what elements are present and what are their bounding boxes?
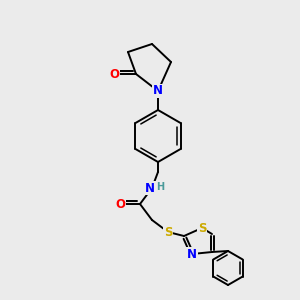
Text: N: N — [145, 182, 155, 194]
Text: S: S — [164, 226, 172, 238]
Text: N: N — [153, 85, 163, 98]
Text: O: O — [115, 197, 125, 211]
Text: H: H — [156, 182, 164, 192]
Text: S: S — [198, 221, 206, 235]
Text: N: N — [187, 248, 197, 260]
Text: O: O — [109, 68, 119, 80]
